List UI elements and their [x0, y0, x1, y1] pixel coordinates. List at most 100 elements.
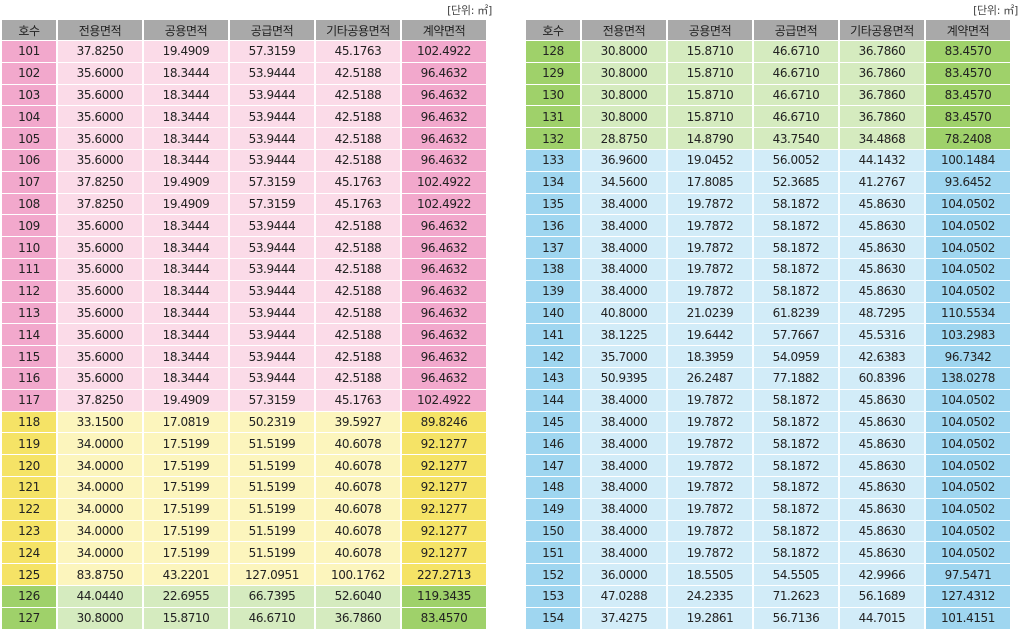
common-area-cell: 18.3444: [144, 237, 228, 258]
exclusive-area-cell: 30.8000: [582, 106, 666, 128]
other-common-area-cell: 45.8630: [840, 237, 924, 258]
supply-area-cell: 46.6710: [754, 84, 838, 106]
supply-area-cell: 51.5199: [230, 433, 314, 455]
unit-no-cell: 150: [526, 520, 580, 542]
exclusive-area-cell: 38.4000: [582, 520, 666, 542]
supply-area-cell: 58.1872: [754, 258, 838, 280]
common-area-cell: 18.3444: [144, 62, 228, 84]
table-row: 103 35.6000 18.3444 53.9444 42.5188 96.4632: [2, 84, 486, 106]
table-row: 145 38.4000 19.7872 58.1872 45.8630 104.0502: [526, 411, 1010, 433]
table-row: 119 34.0000 17.5199 51.5199 40.6078 92.1277: [2, 433, 486, 455]
exclusive-area-cell: 38.4000: [582, 411, 666, 433]
table-row: 128 30.8000 15.8710 46.6710 36.7860 83.4570: [526, 41, 1010, 62]
supply-area-cell: 53.9444: [230, 367, 314, 389]
table-row: 120 34.0000 17.5199 51.5199 40.6078 92.1277: [2, 455, 486, 476]
contract-area-cell: 104.0502: [926, 455, 1010, 476]
table-row: 151 38.4000 19.7872 58.1872 45.8630 104.0502: [526, 542, 1010, 564]
table-header-row: 호수 전용면적 공용면적 공급면적 기타공용면적 계약면적: [526, 20, 1010, 40]
other-common-area-cell: 40.6078: [316, 433, 400, 455]
common-area-cell: 18.3444: [144, 258, 228, 280]
supply-area-cell: 51.5199: [230, 476, 314, 498]
supply-area-cell: 53.9444: [230, 258, 314, 280]
exclusive-area-cell: 38.4000: [582, 498, 666, 520]
unit-no-cell: 134: [526, 171, 580, 193]
common-area-cell: 17.5199: [144, 498, 228, 520]
exclusive-area-cell: 35.6000: [58, 324, 142, 346]
other-common-area-cell: 36.7860: [840, 62, 924, 84]
unit-no-cell: 103: [2, 84, 56, 106]
contract-area-cell: 97.5471: [926, 564, 1010, 585]
common-area-cell: 15.8710: [668, 62, 752, 84]
contract-area-cell: 96.4632: [402, 367, 486, 389]
supply-area-cell: 53.9444: [230, 84, 314, 106]
common-area-cell: 22.6955: [144, 585, 228, 607]
unit-no-cell: 129: [526, 62, 580, 84]
supply-area-cell: 58.1872: [754, 193, 838, 215]
common-area-cell: 19.7872: [668, 258, 752, 280]
exclusive-area-cell: 30.8000: [582, 84, 666, 106]
contract-area-cell: 104.0502: [926, 411, 1010, 433]
other-common-area-cell: 40.6078: [316, 476, 400, 498]
table-row: 117 37.8250 19.4909 57.3159 45.1763 102.4922: [2, 389, 486, 411]
supply-area-cell: 57.3159: [230, 389, 314, 411]
other-common-area-cell: 45.8630: [840, 411, 924, 433]
unit-no-cell: 120: [2, 455, 56, 476]
other-common-area-cell: 42.5188: [316, 215, 400, 237]
exclusive-area-cell: 37.8250: [58, 193, 142, 215]
exclusive-area-cell: 30.8000: [582, 41, 666, 62]
contract-area-cell: 102.4922: [402, 41, 486, 62]
header-supply-area: 공급면적: [754, 20, 838, 40]
table-row: 110 35.6000 18.3444 53.9444 42.5188 96.4632: [2, 237, 486, 258]
unit-no-cell: 115: [2, 346, 56, 367]
exclusive-area-cell: 35.6000: [58, 149, 142, 171]
other-common-area-cell: 45.8630: [840, 215, 924, 237]
other-common-area-cell: 45.8630: [840, 520, 924, 542]
unit-no-cell: 107: [2, 171, 56, 193]
supply-area-cell: 46.6710: [754, 106, 838, 128]
header-exclusive-area: 전용면적: [58, 20, 142, 40]
contract-area-cell: 104.0502: [926, 542, 1010, 564]
exclusive-area-cell: 35.6000: [58, 367, 142, 389]
table-row: 107 37.8250 19.4909 57.3159 45.1763 102.4922: [2, 171, 486, 193]
contract-area-cell: 96.4632: [402, 237, 486, 258]
table-row: 132 28.8750 14.8790 43.7540 34.4868 78.2408: [526, 128, 1010, 149]
unit-no-cell: 116: [2, 367, 56, 389]
contract-area-cell: 92.1277: [402, 542, 486, 564]
contract-area-cell: 96.4632: [402, 149, 486, 171]
supply-area-cell: 56.0052: [754, 149, 838, 171]
table-row: 108 37.8250 19.4909 57.3159 45.1763 102.4922: [2, 193, 486, 215]
table-row: 106 35.6000 18.3444 53.9444 42.5188 96.4632: [2, 149, 486, 171]
unit-no-cell: 113: [2, 302, 56, 324]
exclusive-area-cell: 38.4000: [582, 389, 666, 411]
contract-area-cell: 93.6452: [926, 171, 1010, 193]
supply-area-cell: 58.1872: [754, 520, 838, 542]
contract-area-cell: 104.0502: [926, 520, 1010, 542]
common-area-cell: 19.7872: [668, 433, 752, 455]
other-common-area-cell: 42.5188: [316, 324, 400, 346]
unit-no-cell: 140: [526, 302, 580, 324]
table-row: 150 38.4000 19.7872 58.1872 45.8630 104.0502: [526, 520, 1010, 542]
contract-area-cell: 96.4632: [402, 302, 486, 324]
unit-no-cell: 152: [526, 564, 580, 585]
exclusive-area-cell: 33.1500: [58, 411, 142, 433]
unit-no-cell: 119: [2, 433, 56, 455]
contract-area-cell: 103.2983: [926, 324, 1010, 346]
exclusive-area-cell: 35.6000: [58, 215, 142, 237]
other-common-area-cell: 45.1763: [316, 171, 400, 193]
unit-no-cell: 127: [2, 607, 56, 629]
other-common-area-cell: 56.1689: [840, 585, 924, 607]
other-common-area-cell: 36.7860: [840, 41, 924, 62]
exclusive-area-cell: 34.0000: [58, 542, 142, 564]
table-row: 153 47.0288 24.2335 71.2623 56.1689 127.4312: [526, 585, 1010, 607]
table-row: 126 44.0440 22.6955 66.7395 52.6040 119.3435: [2, 585, 486, 607]
other-common-area-cell: 40.6078: [316, 455, 400, 476]
unit-no-cell: 124: [2, 542, 56, 564]
unit-no-cell: 133: [526, 149, 580, 171]
header-supply-area: 공급면적: [230, 20, 314, 40]
exclusive-area-cell: 36.0000: [582, 564, 666, 585]
supply-area-cell: 53.9444: [230, 149, 314, 171]
unit-no-cell: 142: [526, 346, 580, 367]
common-area-cell: 19.7872: [668, 520, 752, 542]
table-row: 109 35.6000 18.3444 53.9444 42.5188 96.4632: [2, 215, 486, 237]
other-common-area-cell: 40.6078: [316, 542, 400, 564]
